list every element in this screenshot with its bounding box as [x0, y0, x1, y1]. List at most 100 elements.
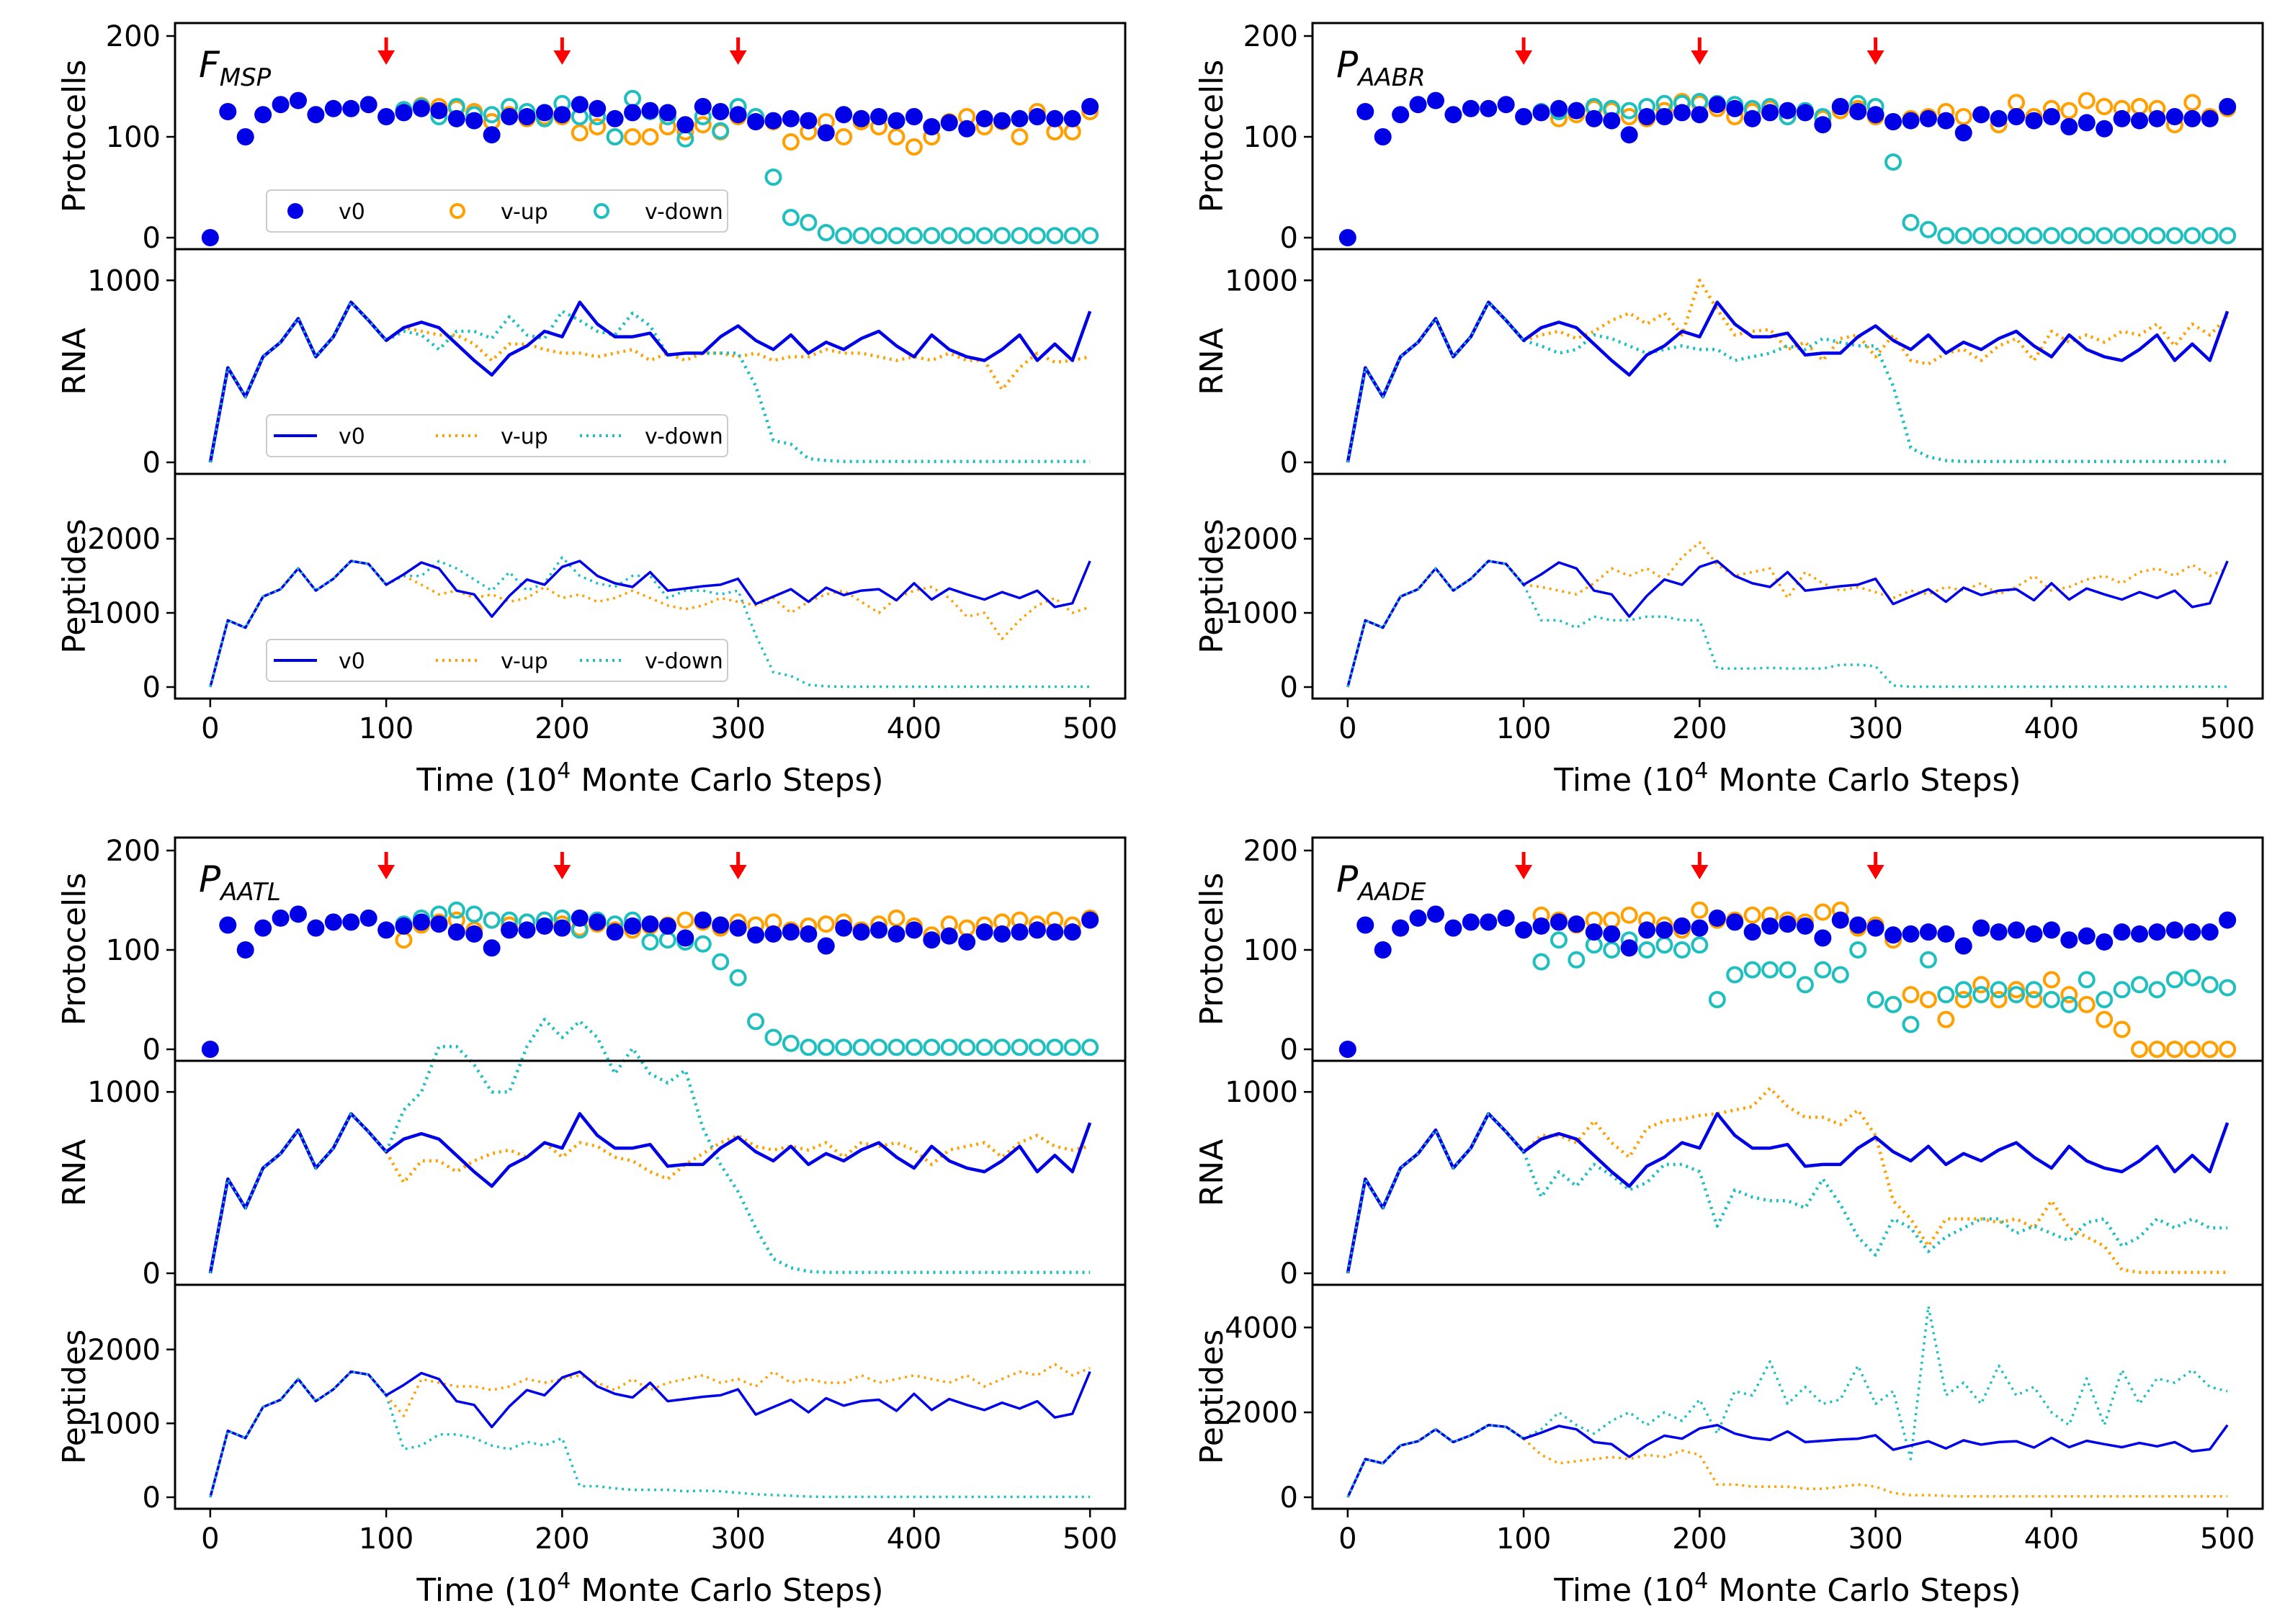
point-v-up — [2148, 1041, 2166, 1058]
point-v-up — [2131, 98, 2149, 115]
point-v0 — [447, 923, 465, 941]
legend: v0 v-up v-down — [266, 414, 728, 457]
point-v-up — [676, 911, 694, 929]
x-axis-label-tail: Monte Carlo Steps) — [1708, 762, 2021, 799]
x-axis-label-sup: 4 — [557, 1569, 571, 1594]
point-v-down — [2113, 227, 2131, 245]
y-axis-label: Protocells — [56, 60, 93, 213]
point-v-down — [2113, 981, 2131, 999]
intervention-arrow — [729, 37, 747, 65]
x-tick-label: 0 — [201, 712, 219, 745]
y-axis-label: Peptides — [56, 519, 93, 653]
point-v0 — [712, 916, 730, 934]
point-v-down — [1831, 966, 1849, 984]
point-v-down — [2096, 991, 2114, 1008]
subplot-protocells: 0 100 200 Protocells PAATL — [56, 835, 1127, 1067]
point-v-down — [1937, 227, 1955, 245]
point-v-down — [1028, 1038, 1046, 1057]
series-group — [201, 89, 1099, 246]
point-v0 — [817, 124, 835, 142]
point-v0 — [1497, 96, 1515, 114]
arrow-head — [1515, 50, 1533, 65]
point-v0 — [923, 931, 941, 949]
line-v0 — [208, 1112, 1092, 1274]
point-v-down — [1972, 986, 1990, 1004]
x-tick-label: 100 — [1496, 1522, 1551, 1556]
y-axis-label: RNA — [1194, 1139, 1230, 1207]
point-v0 — [1356, 916, 1374, 934]
point-v-down — [940, 227, 958, 245]
point-v-up — [2183, 94, 2201, 112]
panel-title-main: F — [199, 44, 220, 86]
subplot-frame — [1311, 472, 2264, 700]
line-v-down-early — [1346, 1424, 1524, 1498]
point-v0 — [501, 921, 519, 939]
point-v0 — [571, 96, 589, 114]
point-v0 — [940, 927, 958, 945]
point-v0 — [1990, 109, 2008, 127]
x-axis-label-tail: Monte Carlo Steps) — [571, 762, 883, 799]
point-v0 — [465, 112, 483, 130]
point-v-down — [975, 1038, 993, 1057]
point-v0 — [1011, 109, 1029, 127]
point-v0 — [870, 108, 888, 125]
point-v-up — [1603, 911, 1621, 929]
series-group — [201, 901, 1099, 1058]
y-axis-label: Protocells — [1194, 873, 1230, 1026]
point-v0 — [289, 91, 307, 109]
y-axis-label: RNA — [1194, 328, 1230, 395]
y-tick-label: 0 — [1280, 1481, 1298, 1515]
point-v-down — [641, 933, 659, 951]
x-tick-label: 300 — [1848, 712, 1902, 745]
point-v0 — [219, 103, 237, 120]
point-v-down — [694, 935, 712, 953]
point-v0 — [800, 112, 818, 130]
series-group — [1346, 1305, 2229, 1498]
arrow-head — [553, 865, 571, 879]
series-group — [208, 1018, 1092, 1274]
line-v0 — [209, 560, 1091, 688]
point-v0 — [324, 913, 342, 931]
panel-title-sub: MSP — [220, 63, 272, 92]
point-v0 — [2183, 923, 2201, 941]
point-v-down — [2183, 227, 2201, 245]
x-axis-label-main: Time (10 — [1553, 1572, 1694, 1609]
point-v-up — [905, 138, 923, 156]
y-tick-label: 200 — [1243, 835, 1298, 868]
point-v0 — [1814, 929, 1832, 947]
y-tick-label: 100 — [106, 121, 161, 154]
point-v0 — [553, 919, 571, 937]
point-v-up — [1919, 991, 1937, 1008]
intervention-arrow — [1691, 37, 1709, 65]
point-v-down — [993, 227, 1011, 245]
point-v0 — [1409, 909, 1427, 927]
point-v0 — [1028, 108, 1046, 125]
point-v0 — [606, 923, 624, 941]
point-v0 — [1866, 106, 1884, 124]
legend-marker-v0 — [287, 203, 303, 219]
point-v0 — [1937, 925, 1955, 943]
point-v-down — [1726, 966, 1744, 984]
point-v-down — [905, 227, 923, 245]
point-v0 — [747, 113, 765, 130]
point-v0 — [2183, 109, 2201, 127]
point-v-up — [2078, 995, 2096, 1013]
arrow-head — [1866, 50, 1884, 65]
point-v0 — [483, 126, 501, 144]
point-v-up — [1620, 108, 1638, 125]
point-v-down — [624, 89, 642, 107]
point-v0 — [1902, 925, 1920, 943]
point-v-down — [2096, 227, 2114, 245]
panel-title-text: PAADE — [1336, 858, 1426, 907]
point-v-down — [465, 905, 483, 923]
line-v0 — [1346, 560, 2229, 688]
series-group — [209, 556, 1091, 688]
x-axis-label-main: Time (10 — [1553, 762, 1694, 799]
point-v0 — [2165, 921, 2183, 939]
y-tick-label: 1000 — [87, 1407, 161, 1440]
y-tick-label: 0 — [143, 1257, 161, 1291]
point-v-up — [1954, 108, 1972, 125]
